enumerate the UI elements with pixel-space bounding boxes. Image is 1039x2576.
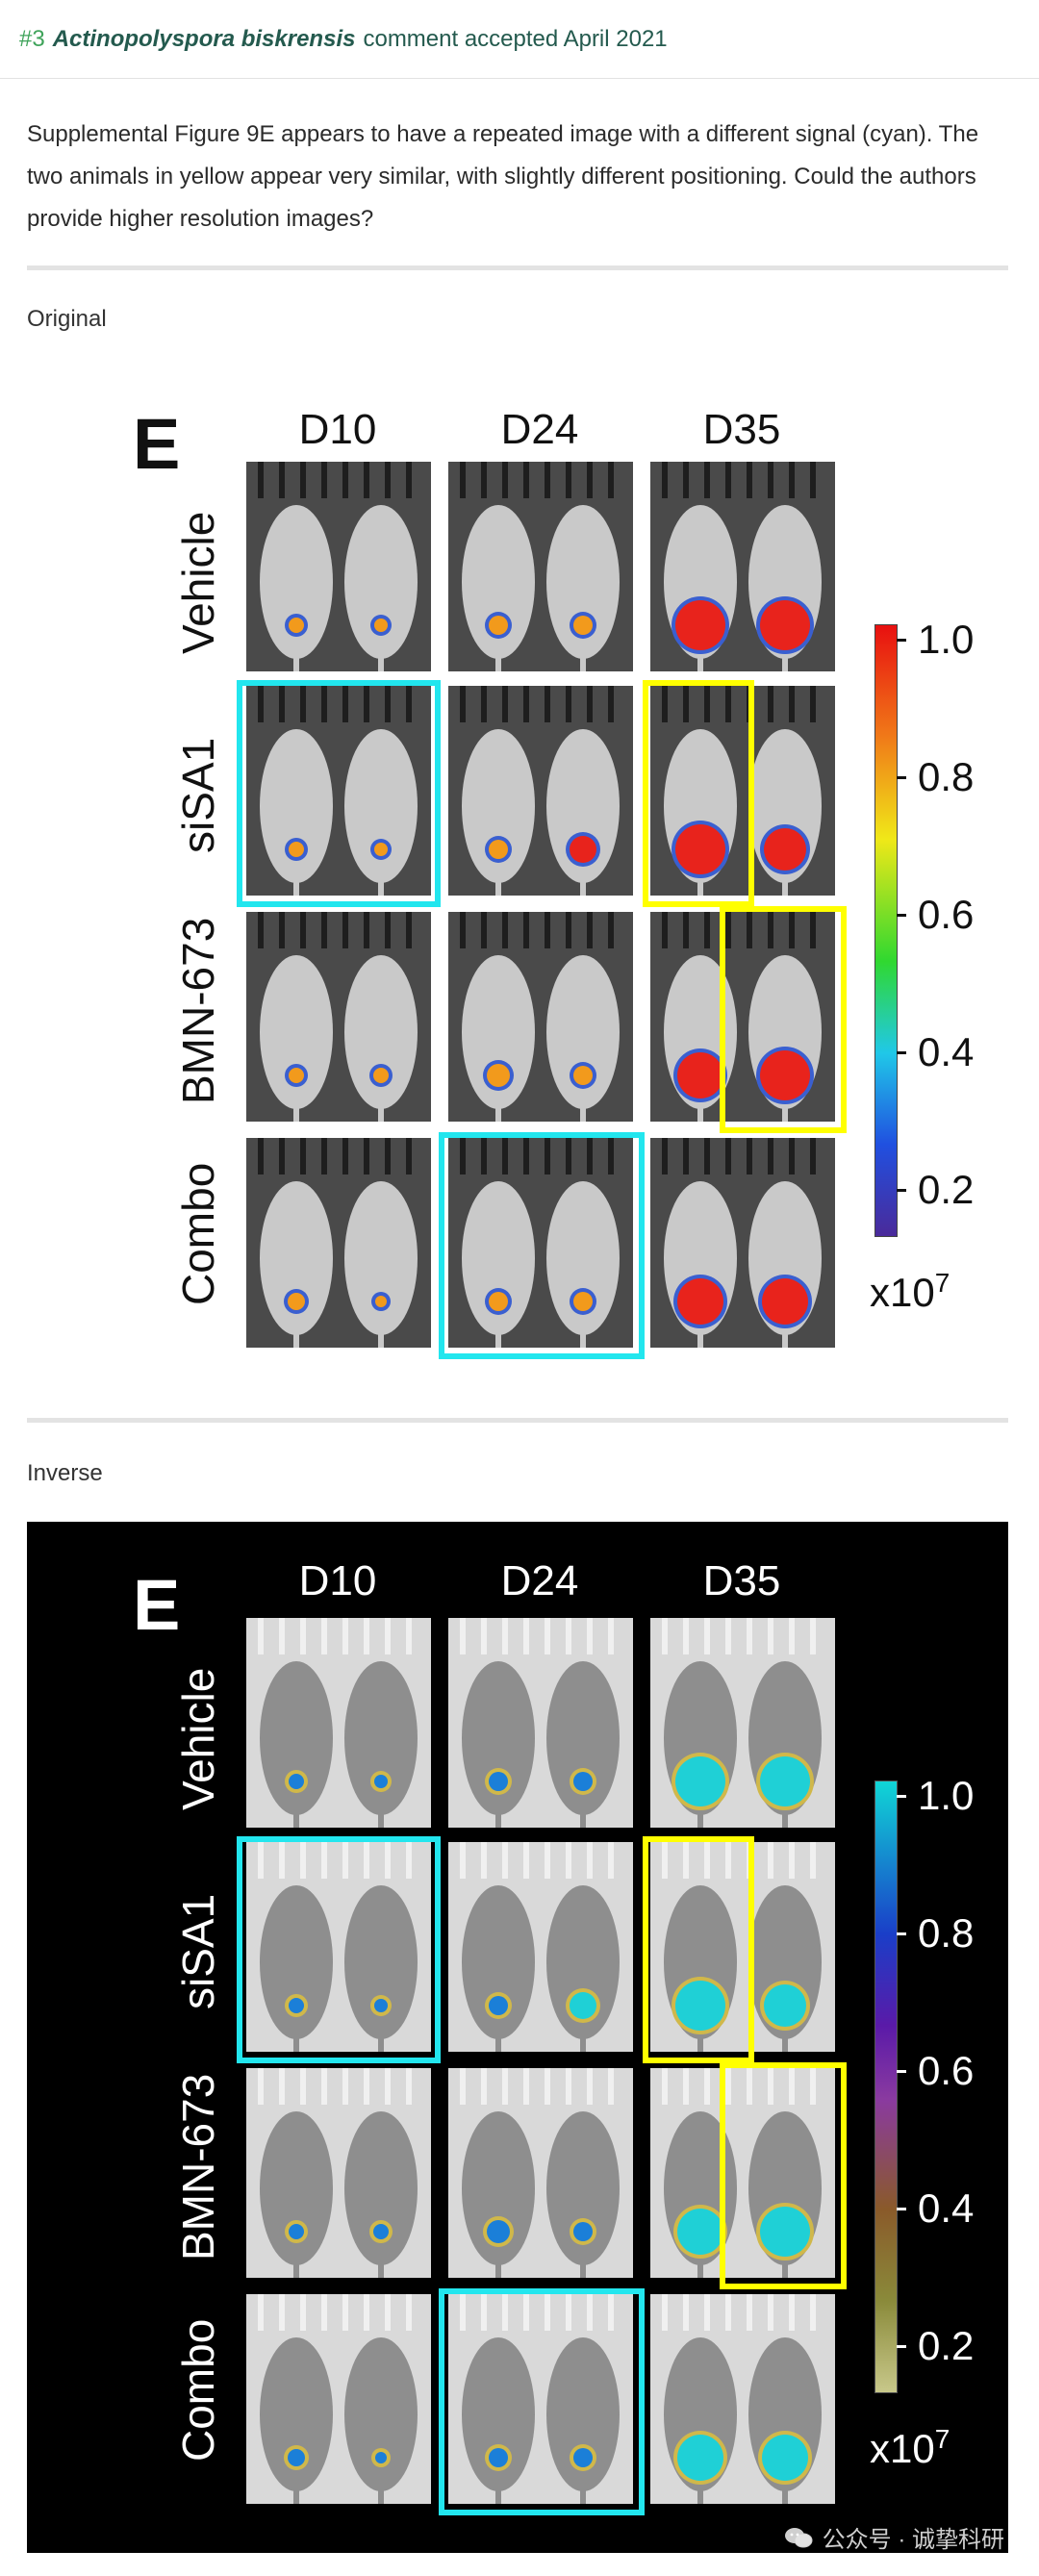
figure-panel-letter: E xyxy=(133,404,181,484)
mouse-image-tile xyxy=(448,2294,633,2504)
mouse-image-tile xyxy=(650,462,835,671)
comment-text: Supplemental Figure 9E appears to have a… xyxy=(27,121,979,232)
colorbar xyxy=(874,624,898,1237)
highlight-box-cyan xyxy=(439,1132,645,1359)
colorbar-unit: x107 xyxy=(870,1270,950,1313)
highlight-box-cyan xyxy=(237,1836,441,2063)
mouse-image-tile xyxy=(246,1842,431,2052)
highlight-box-cyan xyxy=(237,680,441,907)
colorbar-tick-label: 0.2 xyxy=(918,2323,975,2368)
inverse-label: Inverse xyxy=(27,1460,103,1486)
colorbar-tick-label: 0.8 xyxy=(918,1910,975,1956)
column-header-d24: D24 xyxy=(500,1557,579,1604)
colorbar xyxy=(874,1780,898,2393)
colorbar-tick-mark xyxy=(897,914,906,917)
mouse-image-tile xyxy=(650,1842,835,2052)
row-header-bmn-673: BMN-673 xyxy=(173,2073,223,2260)
highlight-box-yellow xyxy=(643,680,754,907)
mouse-image-tile xyxy=(650,1138,835,1348)
watermark: 公众号 · 诚挚科研 xyxy=(784,2520,1004,2554)
colorbar-tick-mark xyxy=(897,776,906,779)
colorbar-unit-base: x10 xyxy=(870,1270,935,1315)
colorbar-tick-mark xyxy=(897,2208,906,2210)
colorbar-tick-mark xyxy=(897,1932,906,1935)
mouse-image-tile xyxy=(650,2294,835,2504)
colorbar-unit-exponent: 7 xyxy=(934,2424,950,2454)
comment-number: #3 xyxy=(19,25,45,52)
mouse-image-tile xyxy=(448,1842,633,2052)
watermark-text: 公众号 · 诚挚科研 xyxy=(822,2527,1004,2553)
mouse-image-tile xyxy=(650,2068,835,2278)
mouse-image-tile xyxy=(246,1618,431,1828)
highlight-box-yellow xyxy=(720,906,847,1133)
row-header-sisa1: siSA1 xyxy=(173,737,223,853)
mouse-image-tile xyxy=(448,912,633,1122)
section-divider xyxy=(27,265,1008,270)
highlight-box-yellow xyxy=(643,1836,754,2063)
column-header-d24: D24 xyxy=(500,406,579,453)
mouse-image-tile xyxy=(650,1618,835,1828)
colorbar-unit-base: x10 xyxy=(870,2426,935,2471)
mouse-image-tile xyxy=(246,1138,431,1348)
row-header-sisa1: siSA1 xyxy=(173,1893,223,2009)
colorbar-tick-label: 0.2 xyxy=(918,1167,975,1212)
mouse-image-tile xyxy=(448,1618,633,1828)
highlight-box-cyan xyxy=(439,2288,645,2515)
colorbar-tick-label: 1.0 xyxy=(918,1773,975,1818)
column-header-d10: D10 xyxy=(298,406,377,453)
mouse-image-tile xyxy=(246,462,431,671)
colorbar-unit-exponent: 7 xyxy=(934,1268,950,1298)
figure-panel-letter: E xyxy=(133,1565,181,1645)
mouse-image-tile xyxy=(448,462,633,671)
colorbar-tick-label: 1.0 xyxy=(918,617,975,662)
colorbar-unit: x107 xyxy=(870,2426,950,2469)
column-header-d10: D10 xyxy=(298,1557,377,1604)
mouse-image-tile xyxy=(448,2068,633,2278)
colorbar-tick-label: 0.4 xyxy=(918,1029,975,1074)
column-header-d35: D35 xyxy=(702,406,781,453)
comment-header: #3 Actinopolyspora biskrensis comment ac… xyxy=(0,0,1039,79)
mouse-image-tile xyxy=(448,1138,633,1348)
row-header-combo: Combo xyxy=(173,1162,223,1305)
mouse-image-tile xyxy=(448,686,633,896)
species-name-link[interactable]: Actinopolyspora biskrensis xyxy=(52,25,356,52)
original-figure: E D10 D24 D35 Vehicle siSA1 BMN-673 Combo 1.0 0.8… xyxy=(27,366,1008,1366)
inverse-figure: E D10 D24 D35 Vehicle siSA1 BMN-673 Combo 1.0 0.8… xyxy=(27,1522,1008,2553)
section-divider xyxy=(27,1418,1008,1423)
row-header-vehicle: Vehicle xyxy=(173,511,223,654)
original-label: Original xyxy=(27,306,107,332)
mouse-image-tile xyxy=(246,912,431,1122)
mouse-image-tile xyxy=(246,2068,431,2278)
row-header-combo: Combo xyxy=(173,2318,223,2462)
row-header-vehicle: Vehicle xyxy=(173,1667,223,1810)
wechat-icon xyxy=(784,2527,813,2547)
colorbar-tick-mark xyxy=(897,639,906,642)
mouse-image-tile xyxy=(246,2294,431,2504)
colorbar-tick-label: 0.8 xyxy=(918,754,975,799)
colorbar-tick-mark xyxy=(897,2345,906,2348)
row-header-bmn-673: BMN-673 xyxy=(173,917,223,1104)
colorbar-tick-label: 0.4 xyxy=(918,2185,975,2231)
mouse-image-tile xyxy=(246,686,431,896)
colorbar-tick-mark xyxy=(897,1795,906,1798)
colorbar-tick-label: 0.6 xyxy=(918,892,975,937)
colorbar-tick-mark xyxy=(897,2070,906,2073)
colorbar-tick-label: 0.6 xyxy=(918,2048,975,2093)
highlight-box-yellow xyxy=(720,2062,847,2289)
colorbar-tick-mark xyxy=(897,1189,906,1192)
comment-status: comment accepted April 2021 xyxy=(363,25,668,52)
mouse-image-tile xyxy=(650,912,835,1122)
column-header-d35: D35 xyxy=(702,1557,781,1604)
colorbar-tick-mark xyxy=(897,1051,906,1054)
